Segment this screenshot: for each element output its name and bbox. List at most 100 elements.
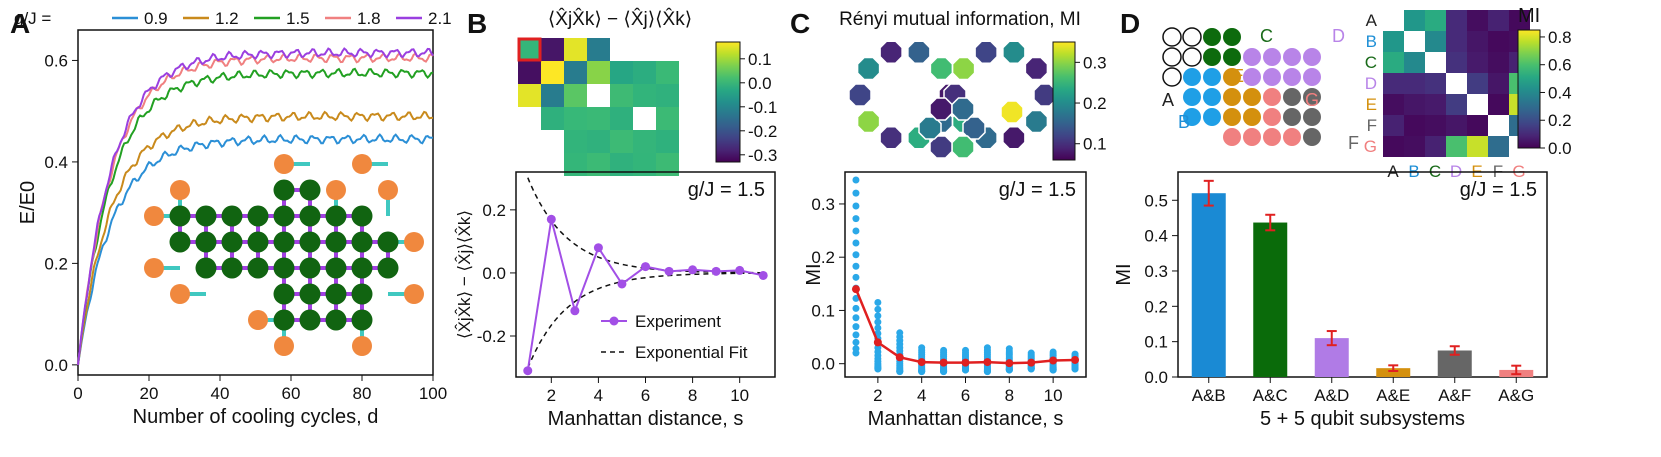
heatmap-cell	[610, 84, 633, 107]
mi-matrix-cell	[1467, 115, 1488, 136]
mi-matrix-cell	[1383, 10, 1404, 31]
mi-sample-point	[852, 251, 860, 259]
subsystem-qubit	[1223, 88, 1241, 106]
colorbar-b-tick-label: -0.2	[748, 122, 777, 141]
legend-label-fit: Exponential Fit	[635, 343, 748, 362]
mi-mean-point	[917, 358, 926, 367]
y-tick-label-a: 0.4	[44, 153, 68, 172]
subsystem-qubit	[1263, 48, 1281, 66]
mi-matrix-cell	[1425, 136, 1446, 157]
experiment-point	[570, 306, 580, 316]
mi-sample-point	[852, 202, 860, 210]
mi-mean-point	[895, 353, 904, 362]
legend-label-1.2: 1.2	[215, 9, 239, 28]
heatmap-cell	[541, 61, 564, 84]
experiment-point	[758, 270, 768, 280]
subsystem-diagram-d	[1162, 27, 1321, 146]
subsystem-qubit	[1203, 48, 1221, 66]
experiment-point	[546, 214, 556, 224]
mi-sample-point	[874, 318, 882, 326]
mi-matrix-cell	[1467, 73, 1488, 94]
y-axis-label-a: E/E0	[17, 181, 39, 224]
mi-matrix-cell	[1446, 52, 1467, 73]
colorbar-c-tick-label: 0.3	[1083, 53, 1107, 72]
mi-bond	[1024, 56, 1049, 81]
y-tick-label-b: 0.2	[482, 201, 506, 220]
plot-frame-a	[77, 29, 434, 376]
mi-matrix-cell	[1383, 73, 1404, 94]
mi-bond	[962, 116, 986, 140]
mi-sample-point	[852, 323, 860, 331]
bath-qubit	[274, 336, 294, 356]
mi-matrix-cell	[1488, 115, 1509, 136]
heatmap-cell	[610, 153, 633, 176]
annotation-c: g/J = 1.5	[999, 179, 1076, 201]
system-qubit	[377, 257, 399, 279]
qubit-lattice-inset	[144, 154, 424, 356]
heatmap-cell	[610, 61, 633, 84]
y-tick-label-d: 0.1	[1144, 333, 1168, 352]
subsystem-qubit	[1223, 128, 1241, 146]
system-qubit	[169, 231, 191, 253]
subsystem-qubit	[1263, 108, 1281, 126]
mi-matrix-cell	[1467, 52, 1488, 73]
system-qubit	[273, 179, 295, 201]
x-tick-label-d: A&E	[1376, 386, 1410, 405]
matrix-row-label: E	[1366, 95, 1377, 114]
legend-prefix-a: g/J =	[14, 9, 51, 28]
heatmap-cell	[564, 61, 587, 84]
mi-matrix-cell	[1488, 52, 1509, 73]
annotation-d: g/J = 1.5	[1460, 179, 1537, 201]
x-tick-label-a: 20	[140, 384, 159, 403]
mi-matrix-cell	[1446, 94, 1467, 115]
x-tick-label-d: A&G	[1498, 386, 1534, 405]
legend-label-1.5: 1.5	[286, 9, 310, 28]
mi-matrix-cell	[1383, 31, 1404, 52]
map-title-c: Rényi mutual information, MI	[839, 9, 1081, 30]
mi-matrix-cell	[1383, 136, 1404, 157]
system-qubit	[221, 257, 243, 279]
heatmap-cell	[633, 61, 656, 84]
mi-matrix-cell	[1404, 94, 1425, 115]
y-axis-label-d: MI	[1113, 263, 1135, 285]
mi-matrix-cell	[1404, 73, 1425, 94]
annotation-b: g/J = 1.5	[688, 179, 765, 201]
subsystem-label: A	[1162, 90, 1174, 110]
series-line-2.1	[77, 47, 434, 366]
mi-matrix-cell	[1425, 73, 1446, 94]
system-qubit	[351, 283, 373, 305]
y-tick-label-c: 0.3	[811, 195, 835, 214]
subsystem-label: E	[1232, 66, 1244, 86]
mi-bond	[856, 109, 881, 134]
heatmap-title-b: ⟨X̂jX̂k⟩ − ⟨X̂j⟩⟨X̂k⟩	[548, 8, 692, 30]
experiment-point	[688, 265, 698, 275]
mi-matrix-cell	[1404, 31, 1425, 52]
y-tick-label-a: 0.6	[44, 51, 68, 70]
bath-qubit	[144, 258, 164, 278]
x-tick-label-c: 10	[1044, 386, 1063, 405]
mi-matrix-cell	[1383, 115, 1404, 136]
mi-sample-point	[1049, 348, 1057, 356]
system-qubit	[169, 205, 191, 227]
subsystem-qubit	[1303, 48, 1321, 66]
subsystem-qubit	[1283, 108, 1301, 126]
bar-A&C	[1253, 222, 1288, 377]
panel-label-a: A	[10, 8, 30, 39]
legend-label-1.8: 1.8	[357, 9, 381, 28]
heatmap-cell	[656, 107, 679, 130]
system-qubit	[273, 309, 295, 331]
system-qubit	[351, 257, 373, 279]
heatmap-cell	[541, 38, 564, 61]
mi-sample-point	[852, 294, 860, 302]
mi-matrix-cell	[1488, 31, 1509, 52]
mi-sample-point	[874, 298, 882, 306]
mi-matrix-cell	[1446, 136, 1467, 157]
system-qubit	[299, 257, 321, 279]
system-qubit	[299, 309, 321, 331]
mi-matrix-cell	[1404, 52, 1425, 73]
y-axis-label-b: ⟨X̂jX̂k⟩ − ⟨X̂j⟩⟨X̂k⟩	[454, 210, 474, 339]
correlation-heatmap-b	[517, 37, 679, 176]
colorbar-d-tick-label: 0.2	[1548, 111, 1572, 130]
heatmap-cell	[656, 84, 679, 107]
subsystem-label: B	[1178, 112, 1190, 132]
